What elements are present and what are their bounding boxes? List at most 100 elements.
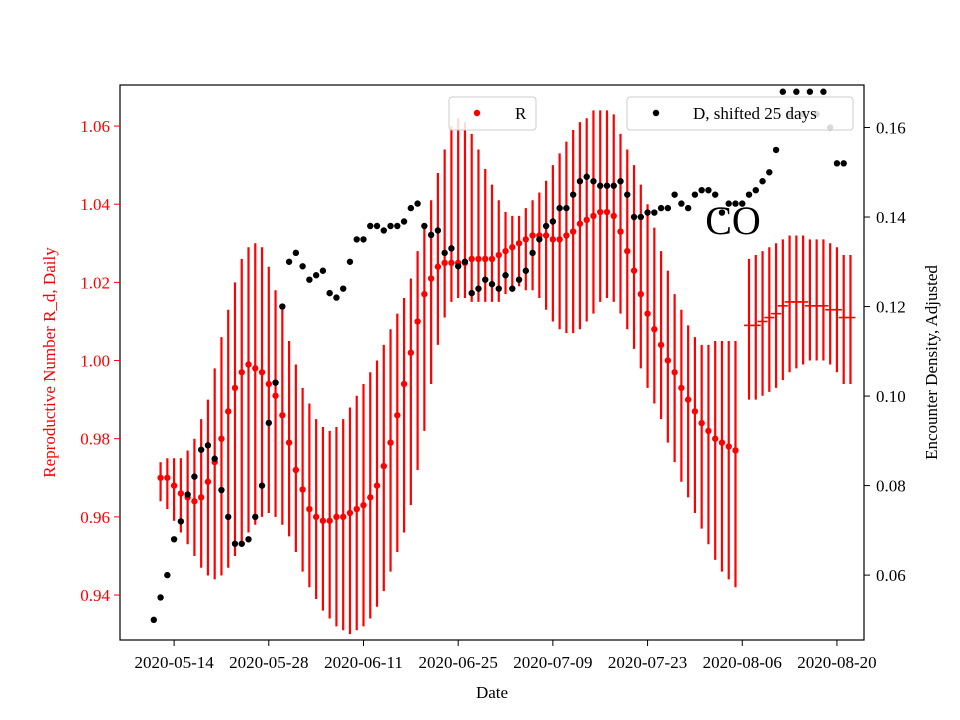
r-point xyxy=(678,384,685,392)
d-point xyxy=(225,513,232,521)
legend-d: D, shifted 25 days xyxy=(626,96,854,131)
r-point xyxy=(414,318,421,325)
d-point xyxy=(664,204,672,212)
d-point xyxy=(245,536,252,543)
d-point xyxy=(739,200,746,207)
r-point xyxy=(475,255,482,263)
d-point xyxy=(583,173,590,180)
legend-d-label: D, shifted 25 days xyxy=(693,104,817,123)
r-point xyxy=(624,247,631,255)
r-point xyxy=(272,392,279,399)
left-y-tick-label: 1.02 xyxy=(80,273,110,292)
r-point xyxy=(164,474,171,481)
x-tick-label: 2020-08-20 xyxy=(797,653,876,672)
r-point xyxy=(495,251,502,259)
d-point xyxy=(482,276,489,283)
d-point xyxy=(495,285,502,292)
r-point xyxy=(529,232,536,239)
r-point xyxy=(238,369,245,376)
d-point xyxy=(644,209,651,216)
d-point xyxy=(272,379,279,386)
r-point xyxy=(441,259,448,267)
d-point xyxy=(299,263,306,270)
right-y-axis-label: Encounter Density, Adjusted xyxy=(922,265,941,460)
r-point xyxy=(326,517,333,524)
d-point xyxy=(367,222,374,230)
x-tick-label: 2020-07-09 xyxy=(513,653,592,672)
d-point xyxy=(488,280,496,288)
r-point xyxy=(265,380,272,388)
r-point xyxy=(231,384,239,392)
r-point xyxy=(177,490,185,497)
r-point xyxy=(204,478,212,485)
d-point xyxy=(549,218,557,225)
d-point xyxy=(427,231,435,239)
d-point xyxy=(509,285,516,292)
d-point xyxy=(590,178,597,185)
d-point xyxy=(556,204,563,212)
d-point xyxy=(617,178,624,185)
r-point xyxy=(718,439,726,446)
d-point xyxy=(678,200,685,207)
r-point xyxy=(597,208,604,216)
r-point xyxy=(340,513,347,521)
r-point xyxy=(299,486,306,493)
d-point xyxy=(752,186,759,194)
r-point xyxy=(651,326,658,333)
d-point xyxy=(732,200,739,207)
r-point xyxy=(630,267,638,274)
d-point xyxy=(806,88,814,95)
d-point xyxy=(353,236,360,243)
r-point xyxy=(333,513,340,521)
d-point xyxy=(333,294,340,301)
left-y-tick-label: 0.94 xyxy=(80,586,110,605)
r-point xyxy=(590,212,597,220)
d-point xyxy=(380,227,387,234)
d-point xyxy=(177,518,185,525)
d-point xyxy=(624,191,631,198)
r-point xyxy=(170,482,178,489)
r-point xyxy=(657,341,665,349)
d-point xyxy=(360,236,367,243)
r-point xyxy=(380,462,387,470)
r-point xyxy=(603,208,611,216)
r-point xyxy=(353,505,360,513)
d-point xyxy=(319,267,327,274)
r-point xyxy=(569,228,577,235)
right-y-tick-label: 0.06 xyxy=(876,566,906,585)
x-tick-label: 2020-05-28 xyxy=(229,653,308,672)
d-point xyxy=(414,200,421,207)
left-y-tick-label: 1.06 xyxy=(80,117,110,136)
d-point xyxy=(292,249,300,257)
right-y-tick-label: 0.16 xyxy=(876,119,906,138)
d-point xyxy=(712,191,719,198)
x-tick-label: 2020-06-25 xyxy=(419,653,498,672)
d-point xyxy=(833,160,841,167)
x-tick-label: 2020-06-11 xyxy=(324,653,403,672)
d-point xyxy=(191,473,198,480)
legend-d-marker xyxy=(652,109,660,117)
x-tick-label: 2020-08-06 xyxy=(703,653,782,672)
d-point xyxy=(576,178,584,185)
right-y-tick-label: 0.08 xyxy=(876,477,906,496)
d-point xyxy=(407,204,415,212)
d-point xyxy=(252,513,259,521)
r-point xyxy=(542,232,550,239)
r-point xyxy=(421,290,428,298)
d-point xyxy=(563,204,570,212)
d-point xyxy=(265,419,272,427)
x-tick-label: 2020-07-23 xyxy=(608,653,687,672)
r-point xyxy=(691,408,699,415)
d-point xyxy=(684,204,692,212)
r-point xyxy=(285,439,293,446)
r-point xyxy=(712,435,719,442)
d-point xyxy=(569,191,577,198)
d-point xyxy=(218,486,225,494)
r-point xyxy=(387,439,394,446)
d-point xyxy=(597,182,604,189)
d-point xyxy=(340,285,347,292)
d-point xyxy=(515,276,523,283)
r-point xyxy=(698,419,705,427)
d-series xyxy=(150,88,847,624)
right-y-axis-ticks: 0.06 0.08 0.10 0.12 0.14 0.16 xyxy=(864,119,906,585)
